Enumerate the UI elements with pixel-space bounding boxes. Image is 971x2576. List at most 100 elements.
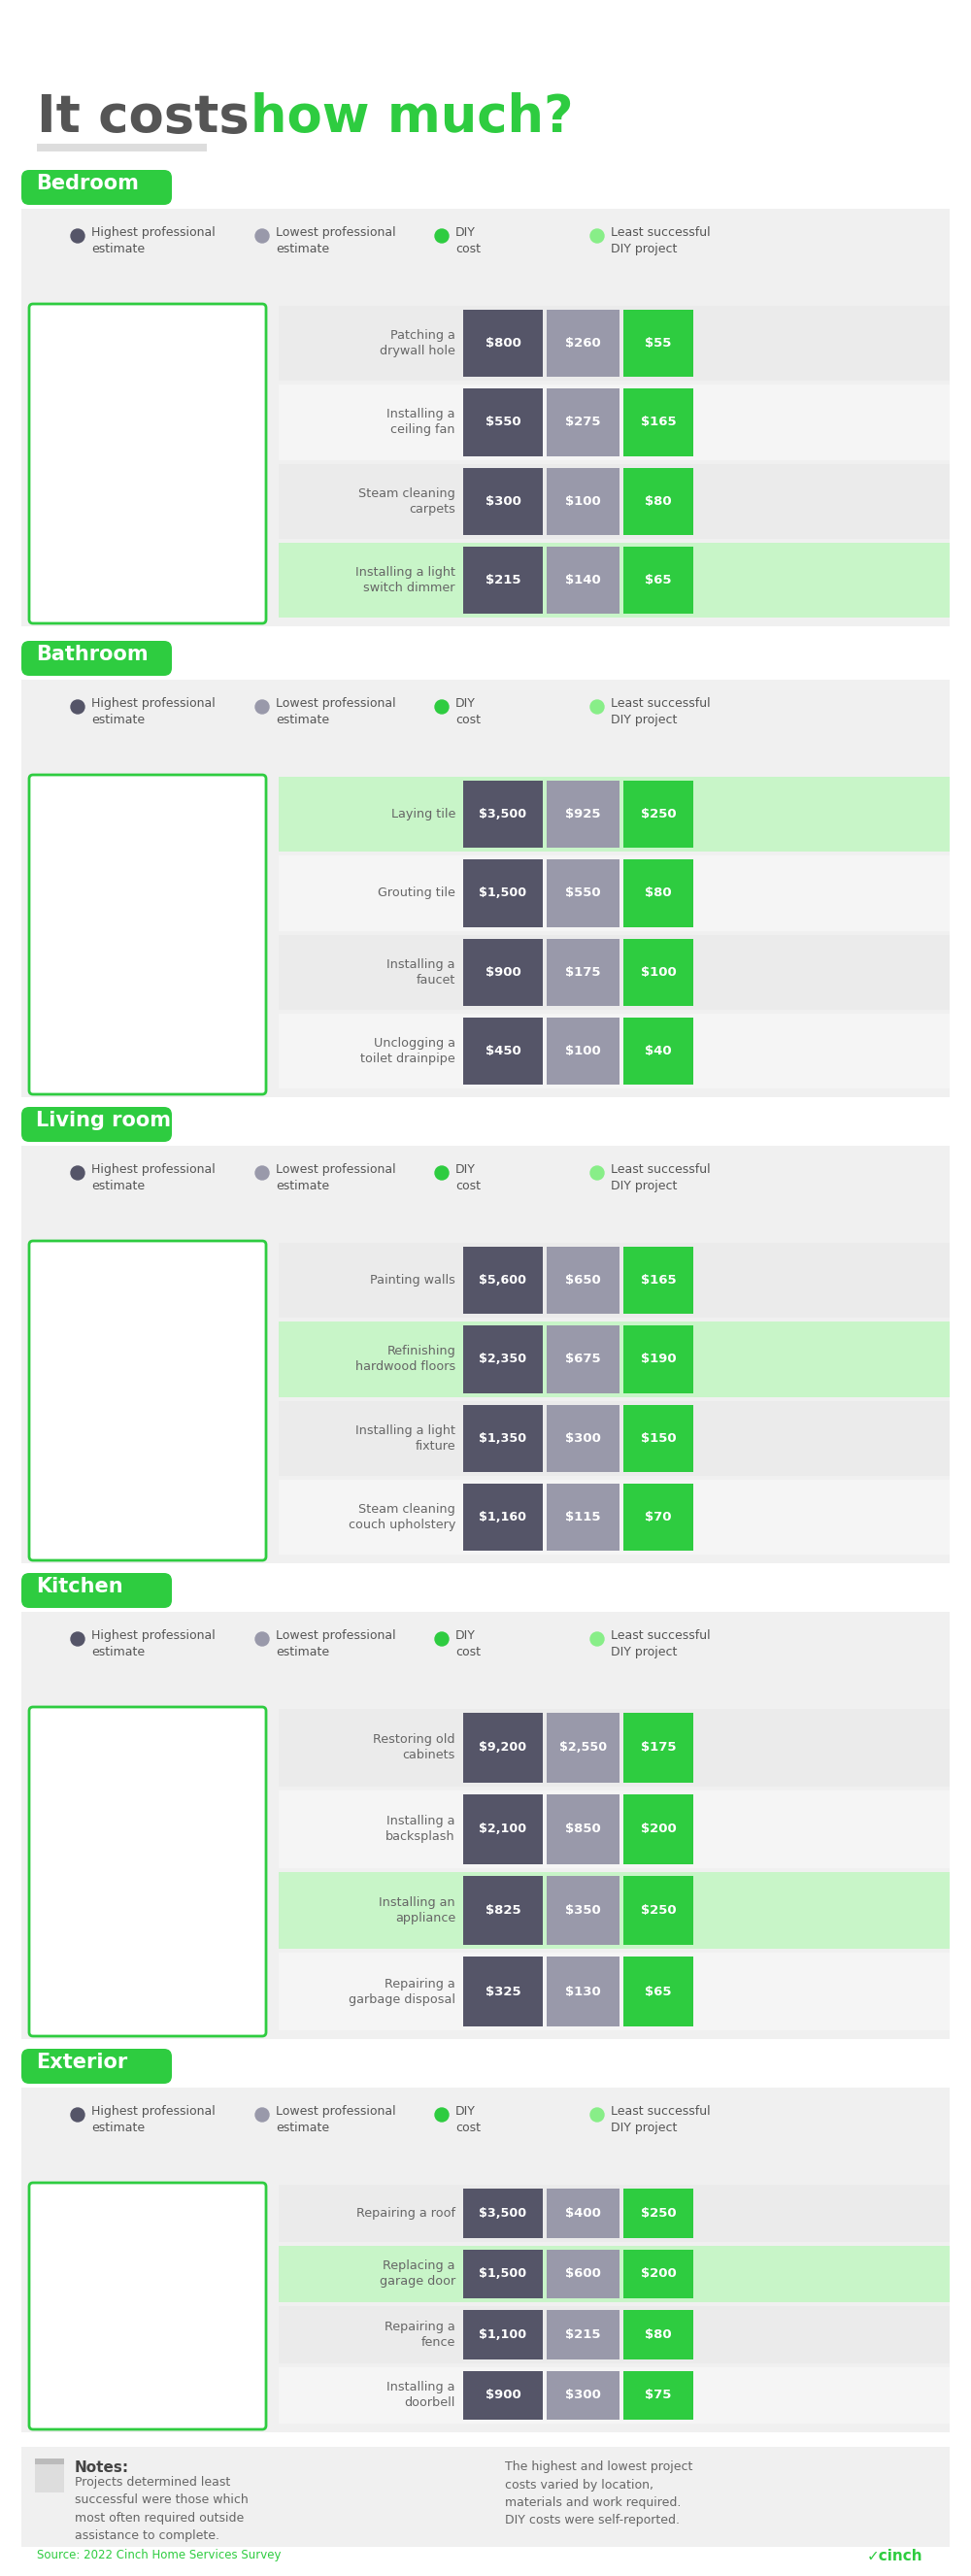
Bar [623, 2190, 693, 2239]
Circle shape [255, 2107, 269, 2123]
Text: $1,100: $1,100 [479, 2329, 527, 2342]
Bar [463, 1247, 543, 1314]
Text: Refinishing
hardwood floors: Refinishing hardwood floors [355, 1345, 455, 1373]
Bar [623, 2311, 693, 2360]
Text: $165: $165 [641, 415, 676, 428]
Text: Living room: Living room [36, 1110, 171, 1131]
Bar [463, 938, 543, 1005]
Bar [547, 1327, 619, 1394]
Text: Painting walls: Painting walls [370, 1275, 455, 1285]
Text: DIY
cost: DIY cost [455, 1628, 481, 1659]
Text: $100: $100 [641, 966, 676, 979]
Text: $1,160: $1,160 [480, 1510, 526, 1522]
Bar [463, 781, 543, 848]
Bar [623, 938, 693, 1005]
Text: Installing an
appliance: Installing an appliance [379, 1896, 455, 1924]
Bar [547, 1404, 619, 1471]
Text: $1,500: $1,500 [479, 886, 527, 899]
Text: The highest and lowest project
costs varied by location,
materials and work requ: The highest and lowest project costs var… [505, 2460, 692, 2527]
Text: $55: $55 [645, 337, 672, 350]
Text: Unclogging a
toilet drainpipe: Unclogging a toilet drainpipe [360, 1038, 455, 1064]
Bar [279, 778, 950, 853]
Text: $65: $65 [645, 1986, 672, 1999]
Bar [547, 860, 619, 927]
Circle shape [590, 2107, 604, 2123]
Text: Laying tile: Laying tile [391, 809, 455, 822]
Text: Least successful
DIY project: Least successful DIY project [611, 1164, 711, 1193]
Bar [21, 1613, 950, 2040]
Bar [463, 1875, 543, 1945]
Bar [547, 389, 619, 456]
Bar [623, 1327, 693, 1394]
Text: $600: $600 [565, 2267, 601, 2280]
Bar [623, 389, 693, 456]
Text: $80: $80 [645, 2329, 672, 2342]
Text: $825: $825 [486, 1904, 520, 1917]
Bar [279, 855, 950, 930]
Circle shape [71, 701, 84, 714]
FancyBboxPatch shape [29, 1242, 266, 1561]
Bar [463, 1958, 543, 2027]
Text: $40: $40 [645, 1046, 672, 1056]
Text: Installing a light
fixture: Installing a light fixture [355, 1425, 455, 1453]
Text: Notes:: Notes: [75, 2460, 129, 2476]
Text: $200: $200 [641, 2267, 676, 2280]
Circle shape [435, 701, 449, 714]
Text: Least successful
DIY project: Least successful DIY project [611, 1628, 711, 1659]
Bar [463, 860, 543, 927]
Text: $325: $325 [486, 1986, 520, 1999]
Bar [279, 1401, 950, 1476]
Text: Least successful
DIY project: Least successful DIY project [611, 698, 711, 726]
Text: $400: $400 [565, 2208, 601, 2221]
Text: Highest professional
estimate: Highest professional estimate [91, 698, 216, 726]
Bar [37, 144, 207, 152]
Text: DIY
cost: DIY cost [455, 698, 481, 726]
Bar [279, 1012, 950, 1090]
Bar [279, 307, 950, 381]
Bar [547, 1713, 619, 1783]
Text: Source: 2022 Cinch Home Services Survey: Source: 2022 Cinch Home Services Survey [37, 2548, 282, 2561]
Text: $450: $450 [486, 1046, 520, 1056]
Bar [463, 1484, 543, 1551]
Text: $65: $65 [645, 574, 672, 587]
Text: $1,500: $1,500 [479, 2267, 527, 2280]
Bar [279, 1242, 950, 1319]
Text: Installing a
doorbell: Installing a doorbell [386, 2380, 455, 2409]
Text: $300: $300 [565, 1432, 601, 1445]
Bar [463, 466, 543, 536]
Text: DIY
cost: DIY cost [455, 1164, 481, 1193]
Bar [279, 2246, 950, 2303]
Bar [547, 466, 619, 536]
Bar [547, 2370, 619, 2419]
Text: $5,600: $5,600 [480, 1275, 526, 1285]
Text: $9,200: $9,200 [479, 1741, 527, 1754]
Text: $115: $115 [565, 1510, 601, 1522]
Bar [547, 2249, 619, 2298]
Text: $150: $150 [641, 1432, 676, 1445]
Bar [279, 1873, 950, 1950]
FancyBboxPatch shape [29, 2182, 266, 2429]
Text: $275: $275 [565, 415, 601, 428]
Bar [623, 1484, 693, 1551]
Text: Least successful
DIY project: Least successful DIY project [611, 227, 711, 255]
Text: $550: $550 [486, 415, 520, 428]
Bar [547, 309, 619, 376]
Text: $100: $100 [565, 1046, 601, 1056]
Circle shape [590, 1633, 604, 1646]
Text: $850: $850 [565, 1824, 601, 1834]
Bar [463, 1404, 543, 1471]
Bar [279, 935, 950, 1010]
Bar [463, 389, 543, 456]
Bar [21, 209, 950, 626]
Circle shape [435, 1633, 449, 1646]
Circle shape [255, 1633, 269, 1646]
Bar [547, 2311, 619, 2360]
Text: Highest professional
estimate: Highest professional estimate [91, 227, 216, 255]
Bar [279, 384, 950, 459]
Circle shape [255, 701, 269, 714]
Bar [21, 680, 950, 1097]
Bar [623, 546, 693, 613]
Text: $300: $300 [486, 495, 520, 507]
Text: $3,500: $3,500 [479, 809, 527, 822]
Bar [623, 1713, 693, 1783]
